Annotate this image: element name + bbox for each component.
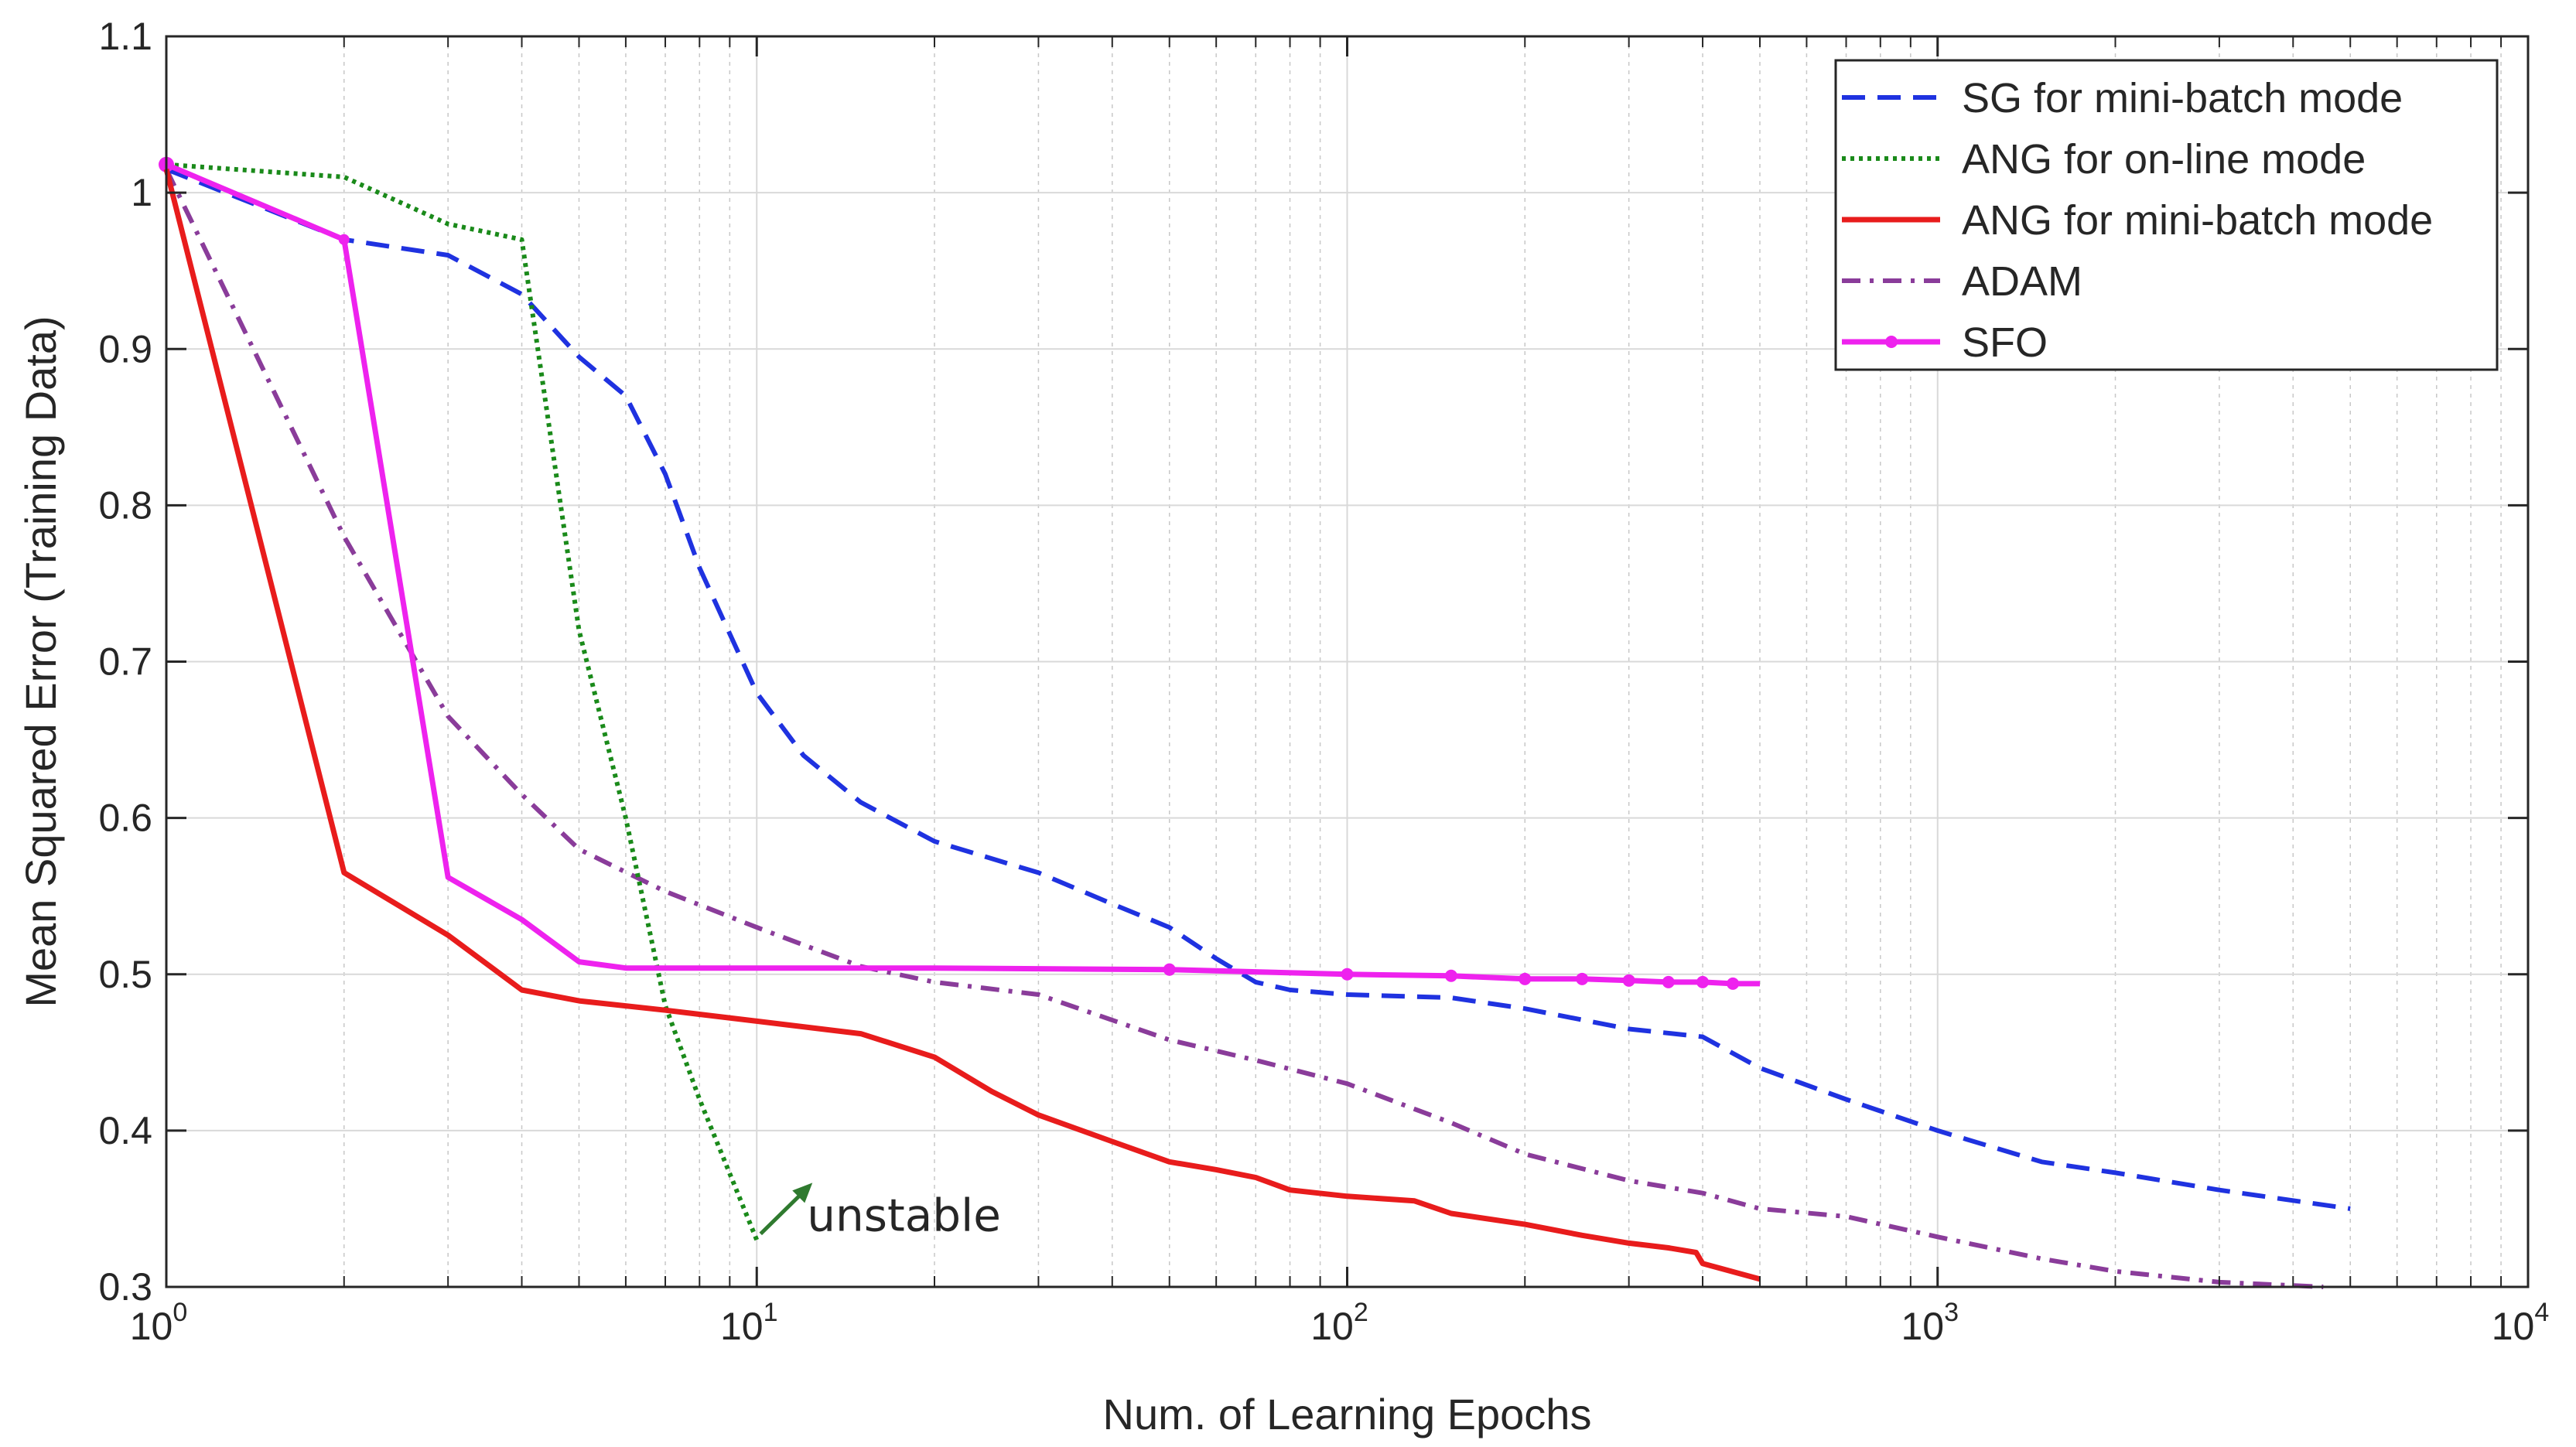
x-tick-exponent: 4 [2534,1298,2549,1327]
x-tick-label: 102 [1310,1298,1368,1348]
series-line [164,168,2324,1289]
series-marker [1163,963,1176,976]
annotation-arrow-line [759,1192,804,1236]
y-axis-label: Mean Squared Error (Training Data) [16,316,65,1007]
legend-item: ANG for mini-batch mode [1842,197,2433,244]
y-tick-label: 0.3 [98,1265,152,1309]
x-tick-label: 103 [1901,1298,1959,1348]
x-tick-label: 101 [720,1298,778,1348]
y-tick-label: 1.1 [98,15,152,58]
x-tick-base: 10 [1310,1305,1354,1348]
y-tick-label: 0.7 [98,640,152,684]
y-tick-label: 0.4 [98,1109,152,1152]
annotation-label: unstable [807,1189,1001,1241]
legend-box [1834,59,2499,371]
legend-marker [1885,336,1898,348]
legend-label: SG for mini-batch mode [1962,75,2403,121]
y-tick-label: 1 [131,171,152,214]
series-marker [1727,977,1740,990]
series-marker [338,234,350,245]
x-tick-exponent: 0 [173,1298,187,1327]
x-tick-base: 10 [720,1305,764,1348]
legend-item: SFO [1842,319,2048,366]
series-marker [1519,972,1532,985]
series-adam [164,168,2324,1289]
series-marker [1622,974,1635,987]
series-ang-for-on-line-mode [166,162,760,1241]
y-tick-label: 0.8 [98,483,152,527]
annotations: unstable [759,1183,1001,1241]
x-tick-base: 10 [130,1305,173,1348]
legend-item: ANG for on-line mode [1842,136,2366,183]
series-sg-for-mini-batch-mode [165,167,2351,1211]
series-ang-for-mini-batch-mode [163,168,1761,1282]
annotation-unstable: unstable [759,1183,1001,1241]
series-line [163,168,1761,1282]
legend-item: ADAM [1842,258,2082,305]
legend: SG for mini-batch mode ANG for on-line mo… [1834,59,2499,371]
series-marker [1444,969,1457,982]
legend-label: SFO [1962,319,2048,366]
x-axis-label: Num. of Learning Epochs [1103,1390,1592,1438]
annotation-arrow-head [792,1183,813,1203]
series-line [165,167,2351,1211]
x-tick-exponent: 3 [1944,1298,1959,1327]
series-group [159,156,2351,1289]
series-marker [1662,975,1675,988]
legend-item: SG for mini-batch mode [1842,75,2403,121]
x-tick-label: 100 [130,1298,188,1348]
series-marker [1576,972,1589,985]
series-marker [1696,975,1710,988]
y-tick-label: 0.6 [98,797,152,840]
legend-label: ANG for on-line mode [1962,136,2366,183]
series-marker [1341,968,1354,981]
x-tick-base: 10 [1901,1305,1944,1348]
legend-label: ADAM [1962,258,2082,305]
series-line [166,162,760,1241]
series-sfo [159,156,1760,990]
x-tick-exponent: 2 [1354,1298,1368,1327]
x-tick-label: 104 [2492,1298,2550,1348]
x-tick-base: 10 [2492,1305,2535,1348]
legend-label: ANG for mini-batch mode [1962,197,2433,244]
y-tick-label: 0.5 [98,953,152,996]
x-tick-exponent: 1 [764,1298,778,1327]
y-tick-label: 0.9 [98,327,152,370]
